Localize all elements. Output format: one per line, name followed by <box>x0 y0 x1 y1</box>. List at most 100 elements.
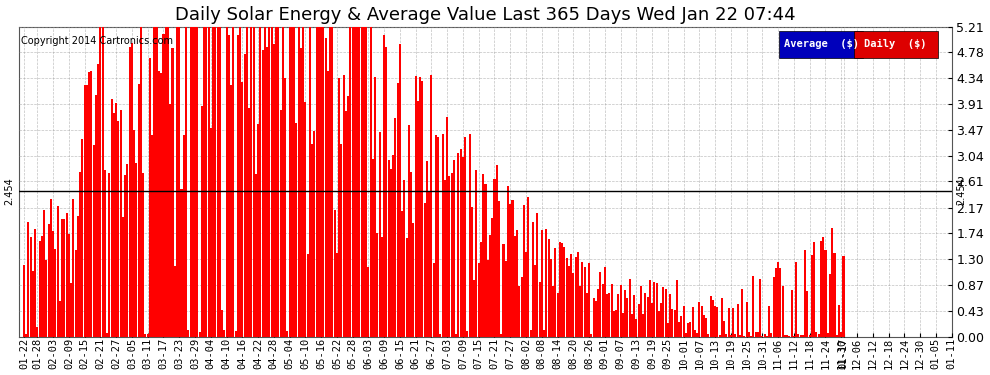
Bar <box>383 35 385 337</box>
Bar <box>491 218 493 337</box>
Bar <box>160 73 162 337</box>
Bar <box>408 125 410 337</box>
Bar <box>365 15 367 337</box>
Bar <box>537 213 539 337</box>
Bar <box>221 310 223 337</box>
Bar <box>818 334 820 337</box>
Bar <box>164 15 166 337</box>
Bar <box>131 43 133 337</box>
Bar <box>291 15 293 337</box>
Bar <box>226 16 228 337</box>
Bar <box>448 176 450 337</box>
Bar <box>88 72 90 337</box>
Bar <box>507 186 509 337</box>
Bar <box>399 44 401 337</box>
Bar <box>631 314 633 337</box>
Bar <box>248 108 250 337</box>
Bar <box>155 15 157 337</box>
Bar <box>777 262 779 337</box>
Bar <box>541 231 543 337</box>
Bar <box>775 268 777 337</box>
Bar <box>381 237 383 337</box>
Bar <box>282 15 284 337</box>
Bar <box>212 15 214 337</box>
Bar <box>752 276 754 337</box>
Bar <box>723 321 726 337</box>
Bar <box>171 48 173 337</box>
Bar <box>664 289 666 337</box>
Bar <box>417 101 419 337</box>
Bar <box>325 38 327 337</box>
Bar <box>648 280 650 337</box>
Bar <box>754 332 756 337</box>
Bar <box>793 336 795 337</box>
Bar <box>455 334 457 337</box>
Bar <box>710 296 712 337</box>
Bar <box>28 222 30 337</box>
Bar <box>111 99 113 337</box>
Bar <box>266 46 268 337</box>
Bar <box>219 15 221 337</box>
Bar <box>842 256 844 337</box>
Bar <box>572 273 574 337</box>
Bar <box>514 236 516 337</box>
Bar <box>622 313 624 337</box>
Bar <box>703 315 705 337</box>
Bar <box>509 204 511 337</box>
Bar <box>657 310 660 337</box>
Bar <box>65 213 67 337</box>
Bar <box>187 330 189 337</box>
Bar <box>376 233 378 337</box>
Bar <box>604 267 606 337</box>
Bar <box>618 294 620 337</box>
Bar <box>735 334 737 337</box>
Bar <box>129 47 131 337</box>
Bar <box>602 284 604 337</box>
Bar <box>708 334 710 337</box>
Bar <box>120 110 122 337</box>
Bar <box>392 155 394 337</box>
Bar <box>59 301 61 337</box>
Bar <box>484 184 486 337</box>
Bar <box>118 120 120 337</box>
Bar <box>816 332 818 337</box>
Bar <box>79 172 81 337</box>
Bar <box>466 331 468 337</box>
Bar <box>201 106 203 337</box>
Bar <box>293 15 295 337</box>
Bar <box>788 336 790 337</box>
Bar <box>827 333 829 337</box>
Bar <box>343 75 345 337</box>
Bar <box>233 15 235 337</box>
Bar <box>770 333 772 337</box>
Bar <box>102 15 104 337</box>
Bar <box>279 110 281 337</box>
Bar <box>730 335 732 337</box>
Bar <box>784 335 786 337</box>
Bar <box>378 132 381 337</box>
Text: Copyright 2014 Cartronics.com: Copyright 2014 Cartronics.com <box>21 36 173 46</box>
Bar <box>717 307 719 337</box>
Bar <box>653 282 655 337</box>
Bar <box>347 96 349 337</box>
Bar <box>521 277 523 337</box>
FancyBboxPatch shape <box>779 31 863 57</box>
Bar <box>721 298 723 337</box>
Bar <box>464 137 466 337</box>
Bar <box>138 84 140 337</box>
Bar <box>733 308 735 337</box>
Bar <box>568 266 570 337</box>
Bar <box>431 75 433 337</box>
Bar <box>798 334 800 337</box>
Bar <box>259 15 261 337</box>
Bar <box>629 279 631 337</box>
Bar <box>422 81 424 337</box>
Bar <box>581 262 583 337</box>
Bar <box>595 301 597 337</box>
Bar <box>185 15 187 337</box>
Bar <box>532 222 534 337</box>
Bar <box>523 205 525 337</box>
Bar <box>574 256 576 337</box>
Bar <box>153 15 155 337</box>
Bar <box>52 231 54 337</box>
